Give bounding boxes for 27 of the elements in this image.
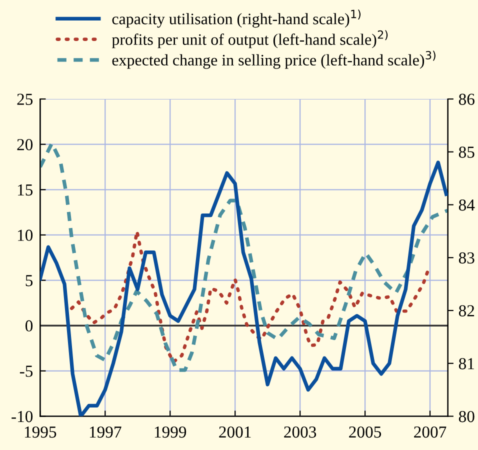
y-tick-label: 25 [17,94,33,105]
y2-tick-label: 85 [458,146,474,158]
x-tick-label: 2005 [349,426,382,438]
y2-tick-label: 80 [458,410,474,422]
x-tick-label: 1999 [154,426,186,438]
y2-tick-label: 83 [458,252,474,264]
legend-label: profits per unit of output (left-hand scale)$^{2)}$ [112,30,388,48]
line-series [70,230,431,364]
y-tick-label: 20 [17,139,33,150]
y2-tick-label: 81 [458,358,474,370]
x-tick-label: 1997 [90,426,122,438]
x-tick-label: 1995 [24,426,56,438]
legend-label: capacity utilisation (right-hand scale)$^{1)}$ [112,10,361,28]
y-tick-label: 0 [26,320,33,332]
y2-tick-label: 84 [458,199,475,211]
y-tick-label: -5 [20,366,33,377]
x-tick-label: 2001 [219,426,251,438]
line-series [40,142,448,372]
y-tick-label: 10 [18,230,33,241]
legend-label: expected change in selling price (left-hand scale)$^{3)}$ [112,50,436,69]
y-tick-label: -10 [12,410,33,422]
x-tick-label: 2007 [414,426,446,438]
y-tick-label: 5 [26,275,33,286]
y2-tick-label: 82 [458,305,474,316]
y-tick-label: 15 [18,184,33,196]
x-tick-label: 2003 [284,426,316,438]
y2-tick-label: 86 [458,94,474,105]
